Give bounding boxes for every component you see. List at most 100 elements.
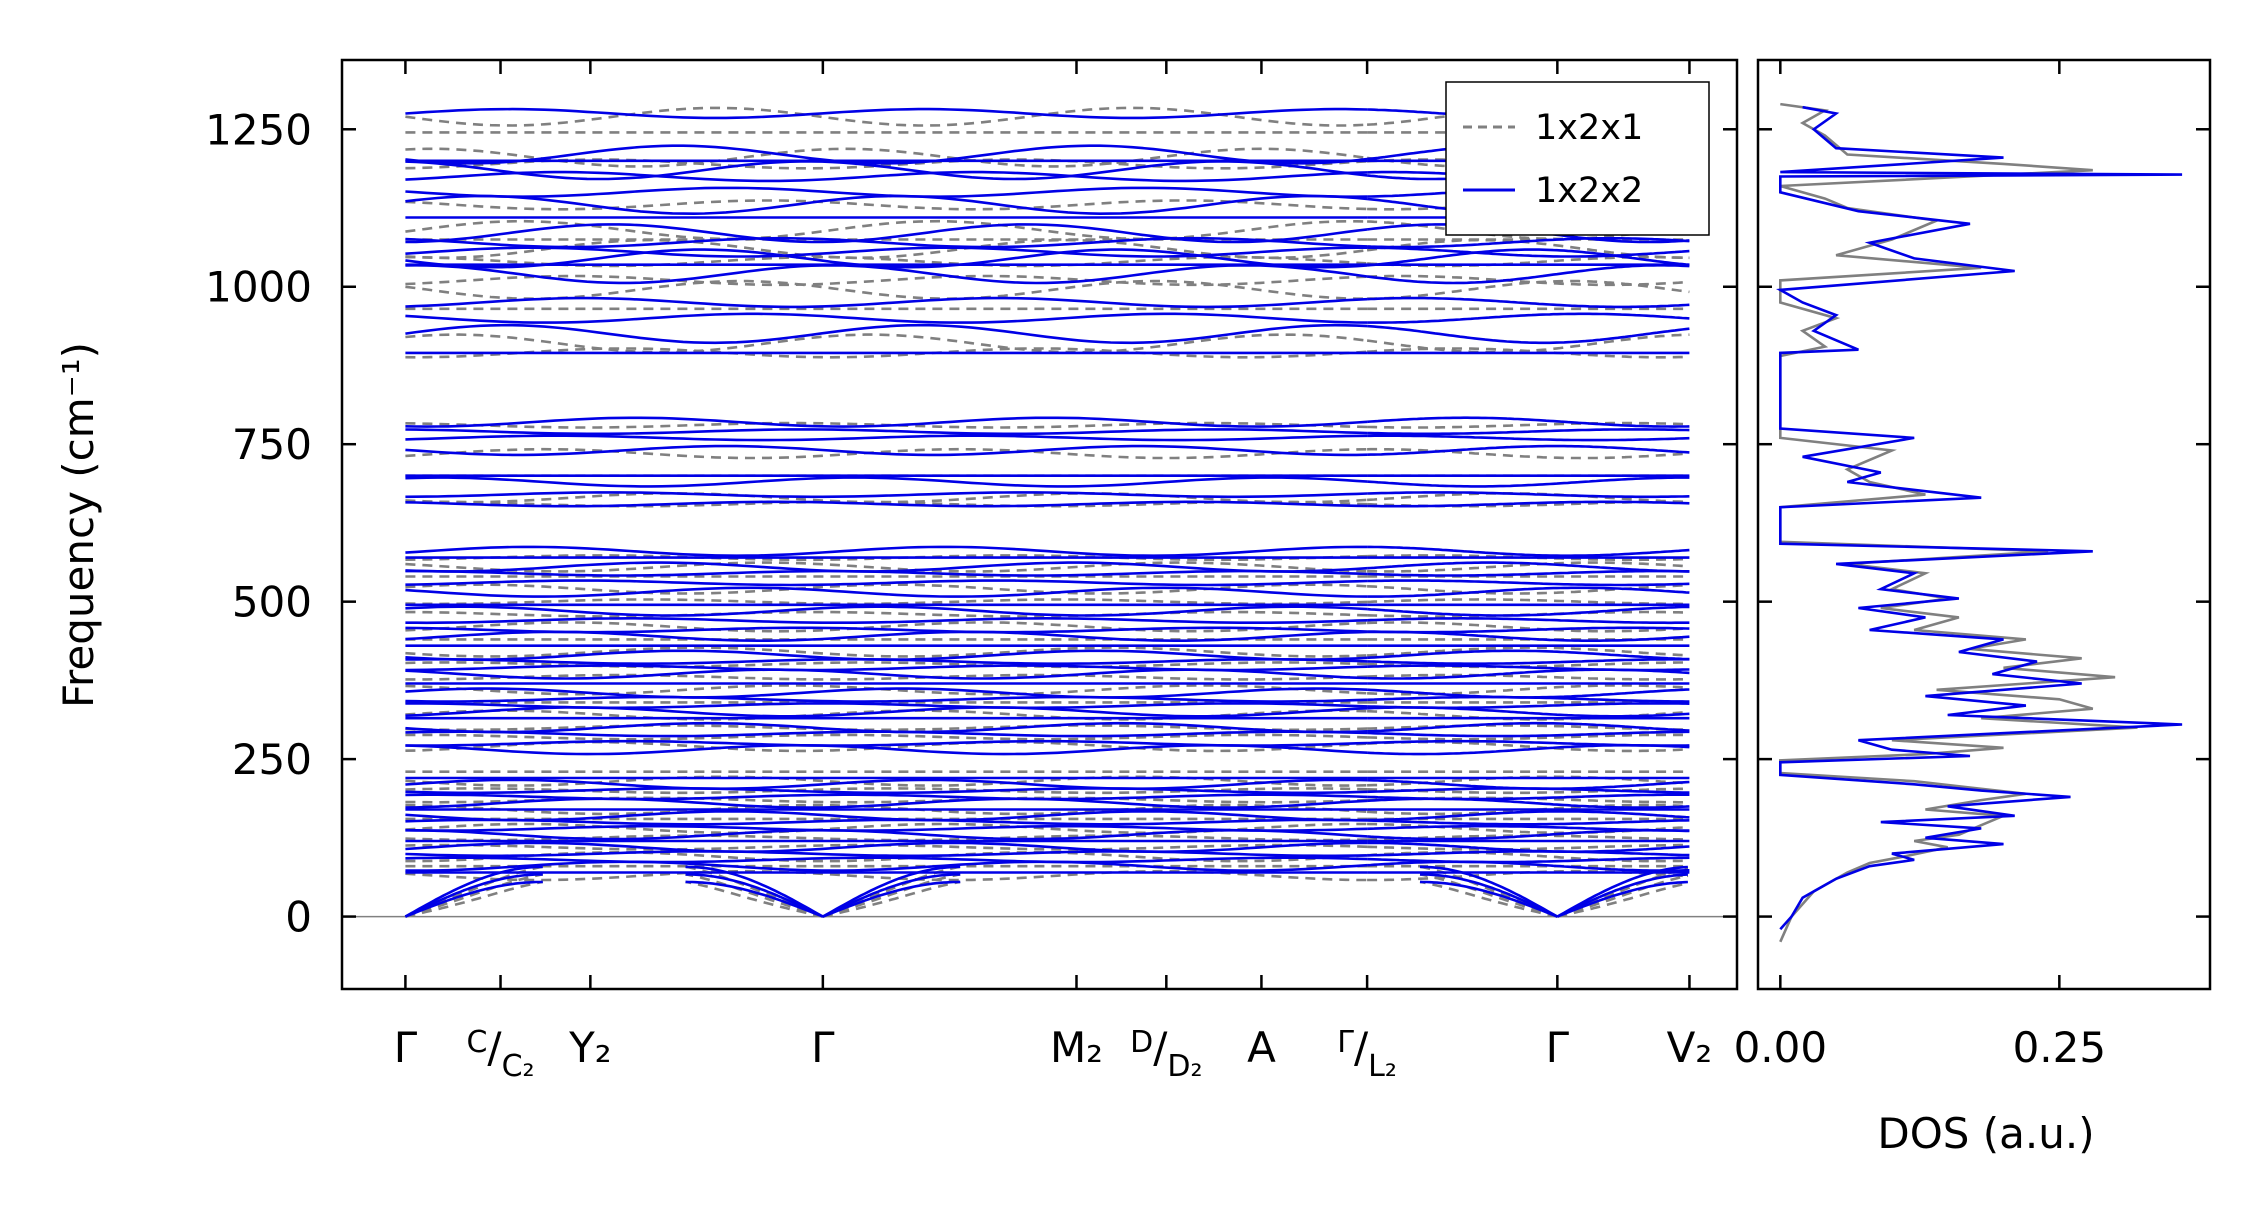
band-branch [1367, 733, 1690, 741]
band-x-tick-label: Γ/L₂ [1337, 1023, 1397, 1084]
band-branch [405, 545, 1368, 558]
acoustic-branch [404, 873, 544, 918]
band-branch [1367, 598, 1690, 606]
band-branch [405, 246, 1368, 258]
band-branch [405, 347, 1368, 359]
band-branch [1367, 856, 1690, 864]
band-branch [1367, 850, 1690, 857]
band-branch [405, 598, 1368, 606]
band-branch [405, 170, 1368, 183]
band-branch [405, 107, 1368, 120]
band-y-axis-label: Frequency (cm⁻¹) [54, 342, 103, 708]
band-plot-frame [340, 58, 1739, 991]
band-branch [1367, 649, 1690, 661]
band-y-tick-label: 1000 [205, 263, 312, 312]
acoustic-branch [1419, 880, 1558, 918]
band-branch [405, 263, 1368, 285]
band-branch [405, 803, 1368, 816]
band-y-tick-label: 1250 [205, 105, 312, 154]
band-branch [405, 561, 1368, 573]
acoustic-branch [822, 880, 961, 918]
legend: 1x2x1 1x2x2 [1445, 81, 1710, 236]
band-branch [1367, 860, 1690, 872]
band-branch [1367, 658, 1690, 665]
band-lines [342, 106, 1737, 918]
band-branch [405, 695, 1368, 703]
band-branch [1367, 721, 1690, 733]
band-branch [405, 658, 1368, 665]
band-branch [405, 850, 1368, 858]
band-branch [1366, 264, 1690, 285]
dos-x-axis: 0.00 0.25 [1734, 60, 2107, 1072]
band-branch [405, 778, 1368, 790]
band-y-tick-label: 250 [232, 735, 312, 784]
band-x-tick-label: Γ [394, 1023, 418, 1072]
band-branch [1367, 421, 1690, 429]
band-branch [405, 223, 1368, 244]
band-branch [405, 687, 1368, 699]
band-branch [1367, 312, 1690, 324]
band-branch [405, 248, 1368, 269]
band-y-tick-label: 500 [232, 578, 312, 627]
band-branch [405, 416, 1368, 428]
band-branch [1367, 646, 1690, 657]
band-branch [405, 444, 1368, 457]
acoustic-branch [1419, 865, 1558, 918]
band-x-tick-label: Γ [1546, 1023, 1570, 1072]
band-branch [405, 476, 1368, 488]
acoustic-branch [822, 873, 961, 918]
acoustic-branch [822, 880, 961, 918]
band-x-tick-label: Y₂ [568, 1023, 612, 1072]
band-branch [1367, 843, 1690, 851]
band-branch [405, 787, 1368, 795]
band-branch [1367, 500, 1690, 508]
band-branch [405, 646, 1368, 658]
band-branch [405, 323, 1368, 345]
band-branch [405, 610, 1368, 618]
band-branch [1367, 447, 1690, 460]
acoustic-branch [685, 873, 824, 918]
band-branch [1367, 621, 1690, 633]
band-branch [405, 730, 1368, 738]
acoustic-branch [1419, 873, 1558, 918]
band-branch [1366, 248, 1690, 267]
acoustic-branch [404, 880, 543, 918]
band-branch [1367, 476, 1690, 488]
acoustic-branch [1557, 881, 1689, 918]
band-branch [405, 333, 1368, 354]
band-structure-panel: 0 250 500 750 1000 1250 Γ C/C₂ Y₂ Γ M₂ D/D₂ A Γ/L₂ Γ V… [54, 58, 1739, 1084]
band-branch [405, 818, 1368, 826]
band-branch [405, 491, 1368, 499]
band-branch [405, 447, 1368, 460]
band-branch [1367, 583, 1690, 595]
band-branch [405, 841, 1368, 853]
band-branch [1367, 579, 1690, 587]
acoustic-branch [405, 880, 544, 918]
band-x-tick-label: V₂ [1667, 1023, 1713, 1072]
band-branch [405, 733, 1368, 741]
band-x-tick-label: D/D₂ [1130, 1023, 1202, 1084]
band-branch [1367, 444, 1690, 456]
band-branch [1367, 630, 1690, 642]
band-y-tick-label: 750 [232, 420, 312, 469]
acoustic-branch [1556, 873, 1688, 918]
band-branch [1366, 416, 1690, 428]
band-branch [405, 194, 1368, 216]
acoustic-branch [822, 873, 961, 918]
band-series-1x2x1 [404, 106, 1690, 918]
band-branch [405, 856, 1368, 864]
band-x-tick-label: Γ [811, 1023, 835, 1072]
band-branch [405, 428, 1368, 436]
acoustic-branch [1556, 880, 1688, 918]
dos-curve-1x2x1 [1779, 102, 2138, 943]
band-branch [405, 312, 1368, 324]
band-branch [405, 668, 1368, 680]
band-branch [1367, 491, 1690, 499]
band-branch [1367, 434, 1690, 442]
dos-x-tick-label: 0.00 [1734, 1023, 1828, 1072]
band-branch [1367, 787, 1690, 794]
band-branch [1366, 829, 1690, 841]
band-branch [405, 829, 1368, 841]
dos-x-tick-label: 0.25 [2013, 1023, 2107, 1072]
